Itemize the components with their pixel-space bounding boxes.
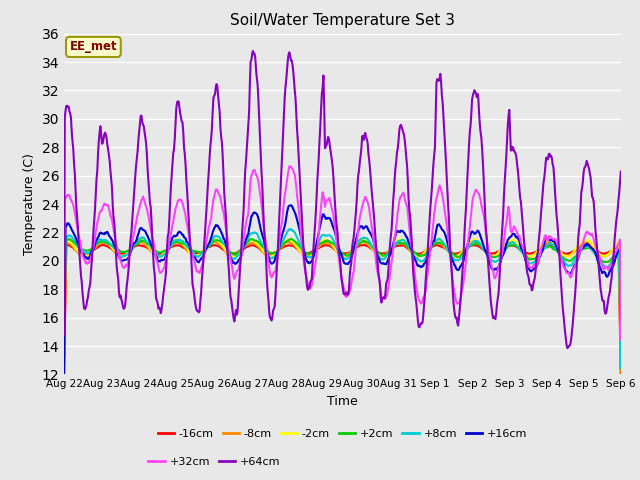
+64cm	[411, 288, 419, 294]
Line: +8cm: +8cm	[64, 229, 621, 367]
-16cm	[128, 245, 136, 251]
Line: +32cm: +32cm	[64, 166, 621, 340]
+8cm	[70, 237, 78, 243]
+64cm	[214, 84, 221, 89]
Line: +16cm: +16cm	[64, 205, 621, 386]
Line: -16cm: -16cm	[64, 245, 621, 374]
+64cm	[127, 230, 135, 236]
-16cm	[100, 242, 108, 248]
+8cm	[428, 245, 435, 251]
-2cm	[617, 360, 625, 365]
+2cm	[617, 365, 625, 371]
+2cm	[428, 244, 435, 250]
+64cm	[428, 196, 435, 202]
+8cm	[286, 226, 294, 232]
+64cm	[60, 331, 68, 337]
-2cm	[70, 243, 78, 249]
+64cm	[70, 161, 78, 167]
-16cm	[60, 371, 68, 377]
+64cm	[617, 169, 625, 175]
Title: Soil/Water Temperature Set 3: Soil/Water Temperature Set 3	[230, 13, 455, 28]
+2cm	[127, 245, 135, 251]
-8cm	[617, 370, 625, 375]
+16cm	[127, 248, 135, 253]
+8cm	[411, 254, 419, 260]
Line: -2cm: -2cm	[64, 239, 621, 362]
-16cm	[70, 246, 78, 252]
+16cm	[411, 256, 419, 262]
Line: -8cm: -8cm	[64, 241, 621, 372]
-2cm	[411, 252, 419, 257]
+2cm	[70, 240, 78, 245]
+8cm	[617, 364, 625, 370]
+8cm	[60, 358, 68, 363]
-8cm	[426, 244, 434, 250]
-16cm	[214, 243, 222, 249]
-8cm	[410, 252, 418, 258]
-2cm	[127, 244, 135, 250]
+2cm	[60, 359, 68, 365]
+32cm	[184, 227, 192, 233]
Line: +64cm: +64cm	[64, 51, 621, 348]
-16cm	[428, 245, 435, 251]
+64cm	[184, 202, 192, 207]
+2cm	[288, 236, 296, 242]
+8cm	[184, 244, 192, 250]
-8cm	[214, 240, 221, 246]
+32cm	[214, 187, 221, 193]
Text: EE_met: EE_met	[70, 40, 117, 53]
+32cm	[428, 241, 435, 247]
+16cm	[60, 383, 68, 389]
+16cm	[617, 319, 625, 324]
-8cm	[184, 248, 192, 254]
+16cm	[184, 240, 192, 246]
-2cm	[428, 241, 435, 247]
+32cm	[70, 206, 78, 212]
+16cm	[287, 203, 295, 208]
+8cm	[214, 234, 221, 240]
-2cm	[184, 246, 192, 252]
+64cm	[249, 48, 257, 54]
-16cm	[411, 250, 419, 256]
+2cm	[411, 250, 419, 255]
-2cm	[210, 236, 218, 242]
Line: +2cm: +2cm	[64, 239, 621, 368]
+32cm	[411, 271, 419, 276]
+8cm	[127, 246, 135, 252]
-8cm	[60, 369, 68, 375]
+2cm	[184, 244, 192, 250]
Legend: +32cm, +64cm: +32cm, +64cm	[144, 452, 285, 471]
+16cm	[214, 222, 221, 228]
+64cm	[564, 345, 572, 351]
-8cm	[127, 246, 135, 252]
-16cm	[185, 248, 193, 254]
+2cm	[214, 237, 221, 243]
+32cm	[60, 312, 68, 318]
+32cm	[127, 243, 135, 249]
X-axis label: Time: Time	[327, 395, 358, 408]
-2cm	[60, 359, 68, 365]
-2cm	[214, 239, 222, 244]
Y-axis label: Temperature (C): Temperature (C)	[23, 153, 36, 255]
+32cm	[617, 337, 625, 343]
+32cm	[285, 163, 293, 169]
-16cm	[617, 371, 625, 377]
+16cm	[428, 243, 435, 249]
-8cm	[70, 245, 78, 251]
-8cm	[507, 239, 515, 244]
+16cm	[70, 231, 78, 237]
